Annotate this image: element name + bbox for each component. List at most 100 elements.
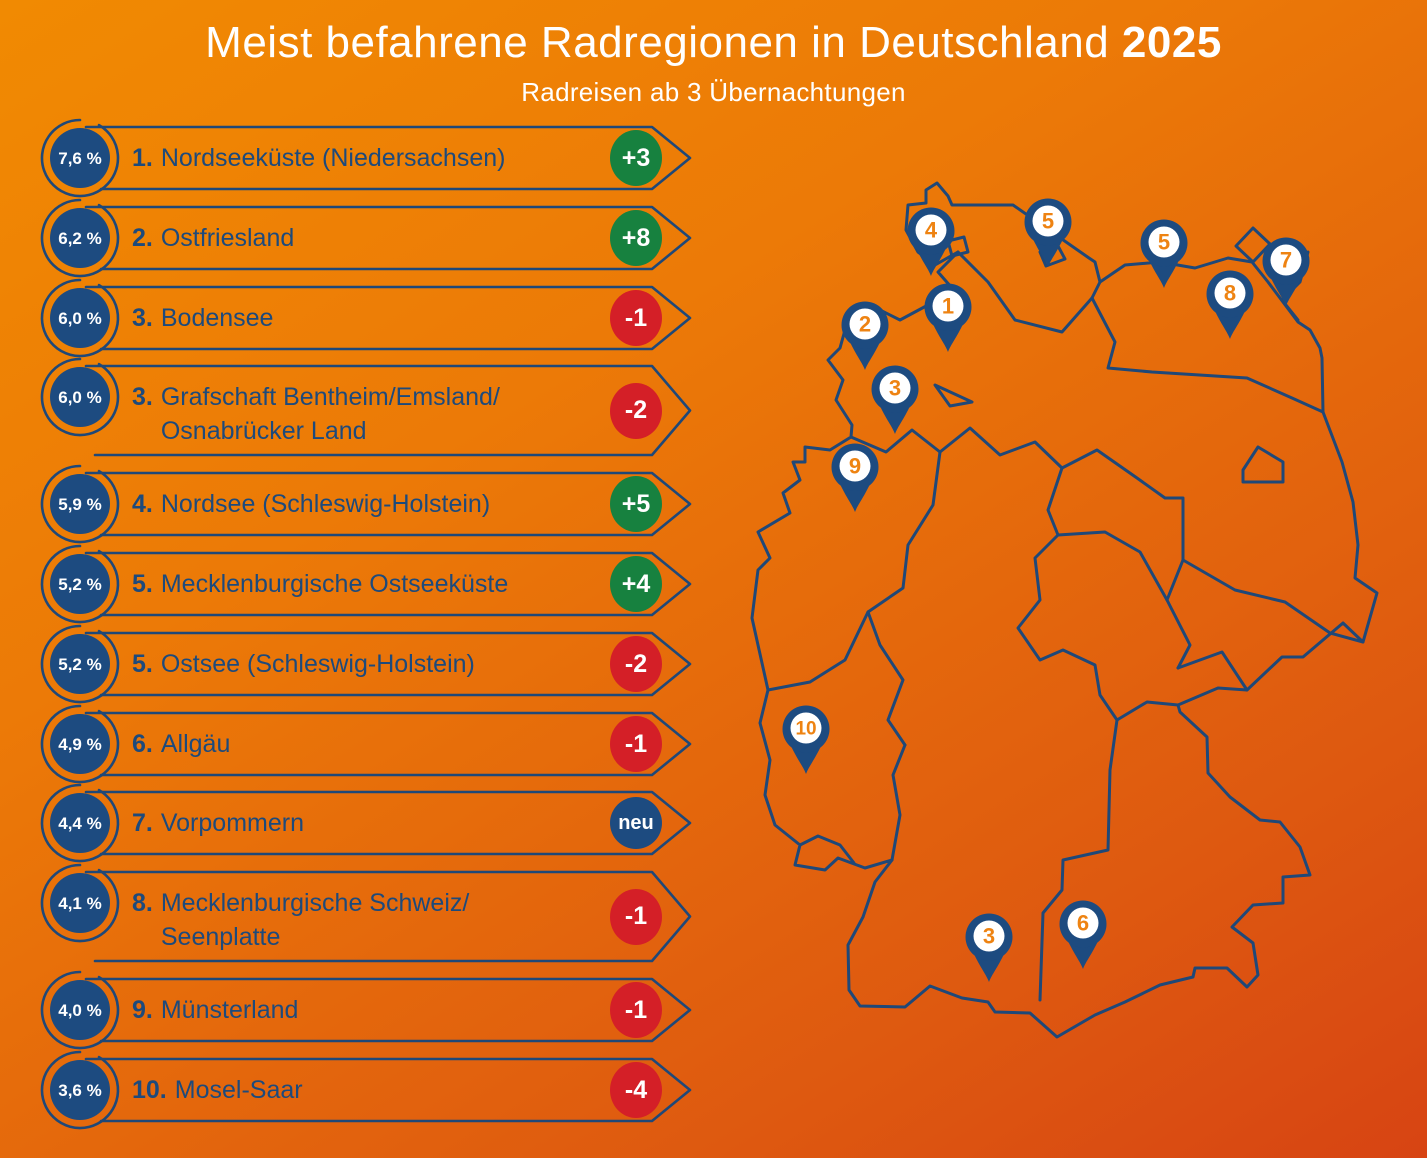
ranking-row: 4,1 % 8. Mecklenburgische Schweiz/Seenplat… bbox=[0, 863, 700, 963]
percent-value: 7,6 % bbox=[58, 149, 101, 168]
state-border-1 bbox=[1090, 296, 1325, 414]
pin-number: 2 bbox=[859, 312, 871, 337]
region-name-line2: Seenplatte bbox=[160, 923, 281, 951]
ranking-row: 6,2 % 2. Ostfriesland +8 bbox=[0, 198, 700, 278]
row-arrow-outline bbox=[84, 870, 692, 963]
percent-ring bbox=[40, 198, 120, 278]
change-badge: +5 bbox=[610, 476, 662, 532]
percent-ring bbox=[40, 278, 120, 358]
percent-ring bbox=[40, 624, 120, 704]
map-pin-5: 5 bbox=[1024, 198, 1072, 267]
ranking-row: 5,9 % 4. Nordsee (Schleswig-Holstein) +5 bbox=[0, 464, 700, 544]
rank-number: 3. bbox=[132, 304, 153, 332]
percent-value: 4,4 % bbox=[58, 814, 101, 833]
ranking-row: 3,6 % 10. Mosel-Saar -4 bbox=[0, 1050, 700, 1130]
pin-tip bbox=[1214, 309, 1246, 339]
percent-ring bbox=[40, 970, 120, 1050]
state-border-2 bbox=[849, 426, 1064, 470]
pin-number: 5 bbox=[1158, 230, 1170, 255]
pin-tip bbox=[932, 322, 964, 352]
state-border-13 bbox=[798, 834, 856, 865]
state-border-0 bbox=[956, 250, 1102, 334]
percent-ring bbox=[40, 1050, 120, 1130]
region-label: 7. Vorpommern bbox=[132, 806, 304, 840]
percent-ring bbox=[40, 704, 120, 784]
pin-inner-circle bbox=[1067, 907, 1099, 939]
pin-tip bbox=[879, 404, 911, 434]
rank-number: 5. bbox=[132, 570, 153, 598]
percent-badge bbox=[50, 367, 110, 427]
pin-inner-circle bbox=[1032, 205, 1064, 237]
state-border-10 bbox=[1176, 650, 1249, 692]
rank-number: 3. bbox=[132, 383, 153, 411]
pin-number: 6 bbox=[1077, 911, 1089, 936]
rank-number: 8. bbox=[132, 889, 153, 917]
map-pin-9: 9 bbox=[831, 443, 879, 512]
rank-number: 9. bbox=[132, 996, 153, 1024]
state-border-4 bbox=[1181, 558, 1365, 644]
percent-value: 6,2 % bbox=[58, 229, 101, 248]
ranking-row: 4,0 % 9. Münsterland -1 bbox=[0, 970, 700, 1050]
percent-value: 3,6 % bbox=[58, 1081, 101, 1100]
percent-badge bbox=[50, 634, 110, 694]
pin-number: 1 bbox=[942, 294, 954, 319]
row-arrow-outline bbox=[84, 551, 692, 617]
percent-ring bbox=[40, 118, 120, 198]
region-name: Nordseeküste (Niedersachsen) bbox=[160, 144, 506, 172]
region-name: Grafschaft Bentheim/Emsland/ bbox=[160, 383, 500, 411]
row-arrow-outline bbox=[84, 285, 692, 351]
change-badge: -1 bbox=[610, 888, 662, 945]
map-pin-7: 7 bbox=[1262, 237, 1310, 306]
pin-number: 8 bbox=[1224, 281, 1236, 306]
state-border-5 bbox=[866, 450, 942, 747]
percent-badge bbox=[50, 554, 110, 614]
region-name: Allgäu bbox=[160, 730, 231, 758]
pin-tip bbox=[849, 340, 881, 370]
row-arrow-outline bbox=[84, 205, 692, 271]
state-border-9 bbox=[1056, 530, 1169, 602]
state-border-14 bbox=[1241, 445, 1285, 484]
region-label: 5. Ostsee (Schleswig-Holstein) bbox=[132, 647, 475, 681]
region-name: Mecklenburgische Schweiz/ bbox=[160, 889, 470, 917]
pin-inner-circle bbox=[1148, 226, 1180, 258]
rank-number: 10. bbox=[132, 1076, 167, 1104]
percent-ring bbox=[40, 464, 120, 544]
change-badge: -1 bbox=[610, 716, 662, 772]
pin-inner-circle bbox=[849, 308, 881, 340]
pin-tip bbox=[915, 246, 947, 276]
percent-value: 6,0 % bbox=[58, 388, 101, 407]
percent-value: 5,9 % bbox=[58, 495, 101, 514]
change-badge: neu bbox=[610, 797, 662, 849]
row-arrow-outline bbox=[84, 364, 692, 457]
map-pin-8: 8 bbox=[1206, 270, 1254, 339]
pin-tip bbox=[1148, 258, 1180, 288]
change-badge: -2 bbox=[610, 382, 662, 439]
percent-value: 5,2 % bbox=[58, 575, 101, 594]
map-pin-2: 2 bbox=[841, 301, 889, 370]
pin-inner-circle bbox=[973, 920, 1005, 952]
state-border-17 bbox=[946, 235, 970, 258]
map-pin-3: 3 bbox=[965, 913, 1013, 982]
region-label: 9. Münsterland bbox=[132, 993, 298, 1027]
region-name: Münsterland bbox=[160, 996, 299, 1024]
ranking-row: 5,2 % 5. Mecklenburgische Ostseeküste +4 bbox=[0, 544, 700, 624]
state-border-6 bbox=[890, 743, 907, 862]
pin-tip bbox=[790, 744, 822, 774]
percent-badge bbox=[50, 208, 110, 268]
row-arrow-outline bbox=[84, 631, 692, 697]
percent-badge bbox=[50, 128, 110, 188]
pin-tip bbox=[973, 952, 1005, 982]
pin-tip bbox=[839, 482, 871, 512]
region-label: 8. Mecklenburgische Schweiz/Seenplatte bbox=[132, 886, 469, 954]
ranking-row: 5,2 % 5. Ostsee (Schleswig-Holstein) -2 bbox=[0, 624, 700, 704]
state-border-12 bbox=[1038, 718, 1119, 1002]
region-label: 5. Mecklenburgische Ostseeküste bbox=[132, 567, 508, 601]
ranking-row: 4,9 % 6. Allgäu -1 bbox=[0, 704, 700, 784]
state-border-16 bbox=[933, 383, 974, 408]
pin-number: 7 bbox=[1280, 248, 1292, 273]
region-label: 6. Allgäu bbox=[132, 727, 230, 761]
pin-inner-circle bbox=[839, 450, 871, 482]
ranking-row: 6,0 % 3. Bodensee -1 bbox=[0, 278, 700, 358]
state-border-3 bbox=[1060, 448, 1192, 670]
change-badge: -1 bbox=[610, 982, 662, 1038]
